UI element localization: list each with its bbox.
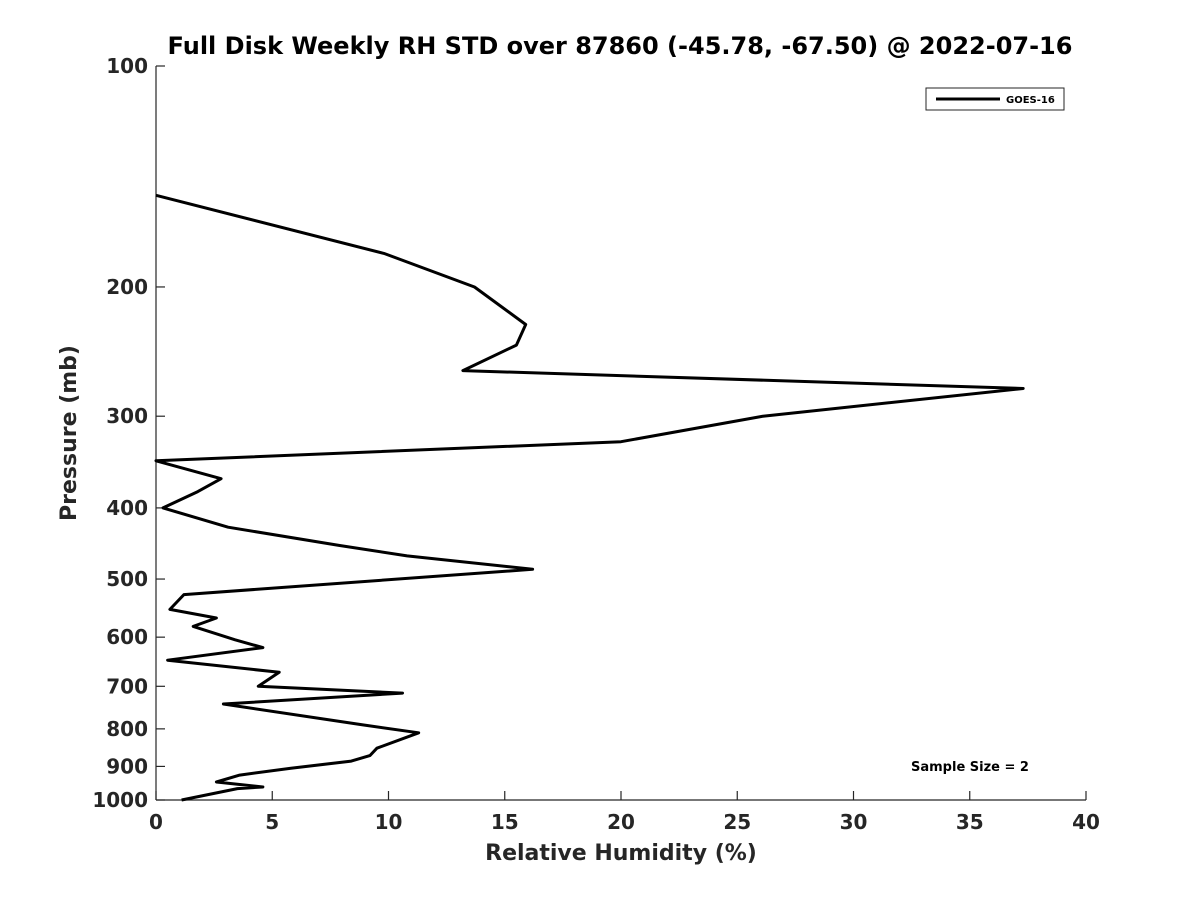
x-tick-label: 40 [1072, 810, 1100, 834]
x-axis-label: Relative Humidity (%) [485, 841, 757, 866]
x-tick-label: 5 [265, 810, 279, 834]
axes [155, 66, 1086, 801]
y-tick-label: 100 [106, 54, 148, 78]
y-tick-label: 900 [106, 754, 148, 778]
y-tick-label: 200 [106, 275, 148, 299]
x-ticks: 0 5 10 15 20 25 30 35 40 [149, 791, 1100, 834]
sample-size-annotation: Sample Size = 2 [911, 760, 1029, 775]
legend: GOES-16 [925, 87, 1065, 111]
x-tick-label: 15 [491, 810, 519, 834]
series-line-goes-16 [154, 193, 1025, 802]
y-tick-label: 600 [106, 625, 148, 649]
x-tick-label: 10 [375, 810, 403, 834]
x-tick-label: 25 [723, 810, 751, 834]
y-ticks: 100 200 300 400 500 600 700 800 900 1000 [92, 54, 165, 812]
x-tick-label: 20 [607, 810, 635, 834]
y-tick-label: 500 [106, 567, 148, 591]
y-axis-label: Pressure (mb) [57, 345, 82, 521]
series-points [155, 195, 1024, 801]
y-tick-label: 700 [106, 674, 148, 698]
y-tick-label: 1000 [92, 788, 148, 812]
x-tick-label: 30 [840, 810, 868, 834]
x-tick-label: 35 [956, 810, 984, 834]
chart-title: Full Disk Weekly RH STD over 87860 (-45.… [168, 32, 1073, 60]
y-tick-label: 400 [106, 496, 148, 520]
y-tick-label: 300 [106, 404, 148, 428]
legend-label-goes-16: GOES-16 [1006, 95, 1055, 106]
y-tick-label: 800 [106, 717, 148, 741]
x-tick-label: 0 [149, 810, 163, 834]
